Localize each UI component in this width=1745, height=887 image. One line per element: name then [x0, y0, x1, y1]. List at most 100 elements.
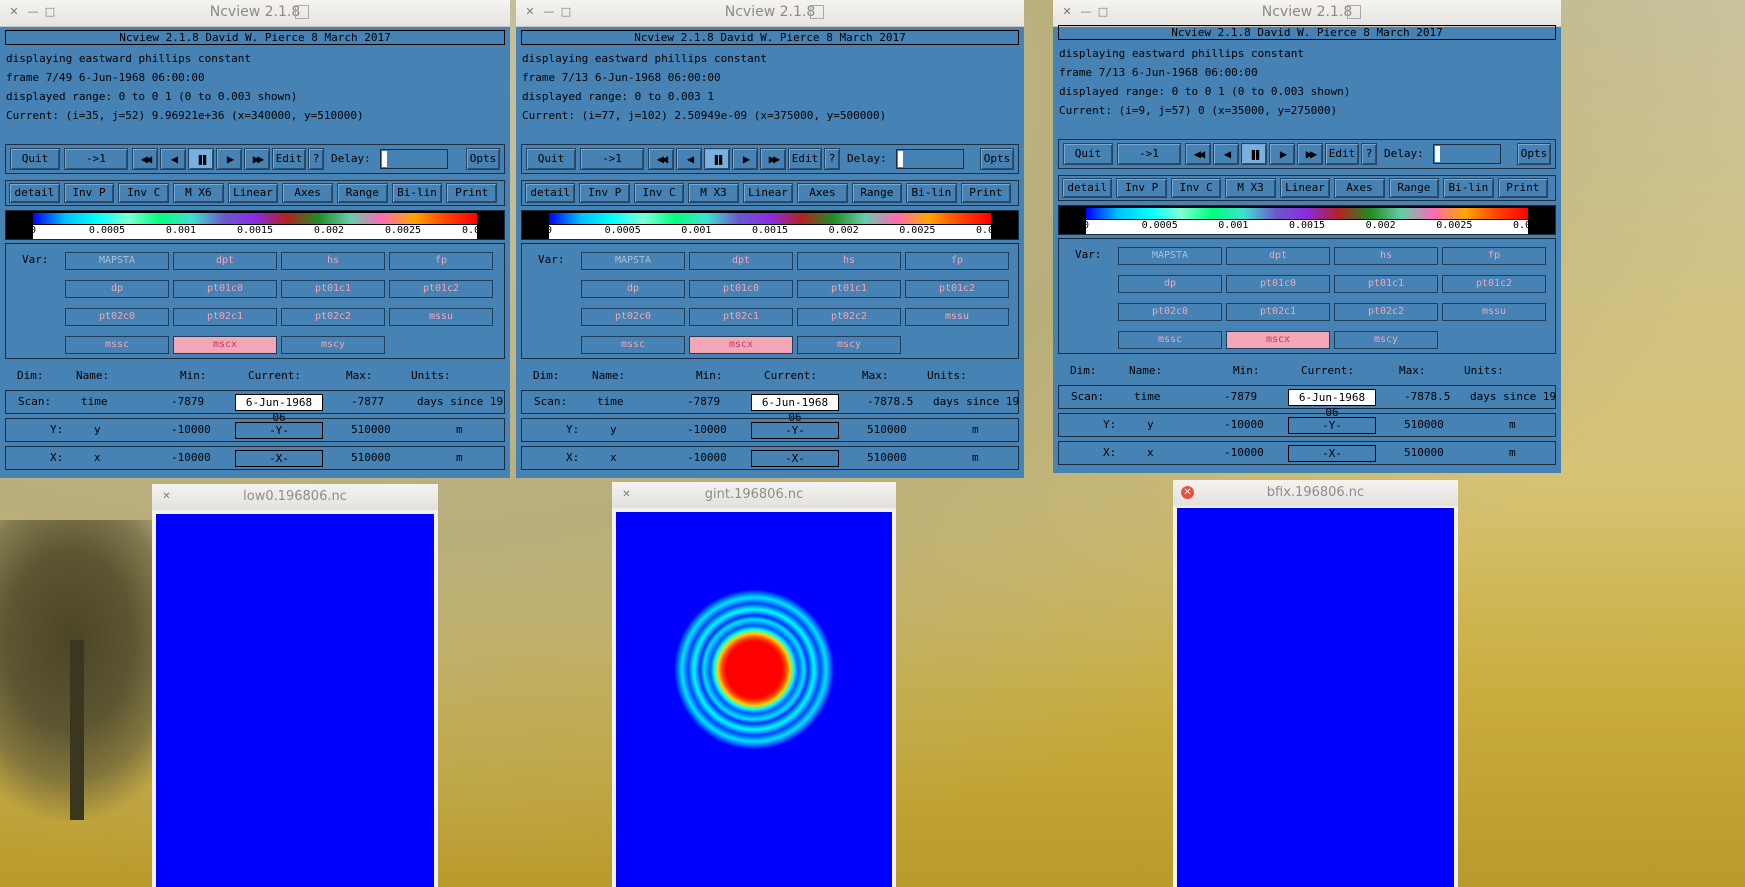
print-button[interactable]: Print	[446, 183, 497, 203]
var-button-pt02c2[interactable]: pt02c2	[797, 308, 901, 326]
help-button[interactable]: ?	[308, 148, 324, 170]
var-button-pt01c0[interactable]: pt01c0	[689, 280, 793, 298]
rewind-button[interactable]: ◀◀	[1185, 143, 1211, 165]
opts-button[interactable]: Opts	[1517, 143, 1551, 165]
var-button-mscx[interactable]: mscx	[173, 336, 277, 354]
var-button-mssu[interactable]: mssu	[905, 308, 1009, 326]
quit-button[interactable]: Quit	[10, 148, 60, 170]
pause-button[interactable]: ❚❚	[1241, 143, 1267, 165]
step-back-button[interactable]: ◀	[1213, 143, 1239, 165]
var-button-mssu[interactable]: mssu	[389, 308, 493, 326]
first-frame-button[interactable]: ->1	[64, 148, 128, 170]
pause-button[interactable]: ❚❚	[188, 148, 214, 170]
var-button-mssc[interactable]: mssc	[581, 336, 685, 354]
bi-lin-button[interactable]: Bi-lin	[391, 183, 443, 203]
inv-c-button[interactable]: Inv C	[1170, 178, 1222, 198]
close-icon[interactable]: ✕	[525, 5, 535, 18]
delay-slider[interactable]	[896, 149, 964, 169]
bi-lin-button[interactable]: Bi-lin	[906, 183, 957, 203]
var-button-mssc[interactable]: mssc	[1118, 331, 1222, 349]
axes-button[interactable]: Axes	[1334, 178, 1385, 198]
var-button-pt02c0[interactable]: pt02c0	[581, 308, 685, 326]
range-button[interactable]: Range	[337, 183, 388, 203]
rewind-button[interactable]: ◀◀	[132, 148, 158, 170]
var-button-pt01c0[interactable]: pt01c0	[1226, 275, 1330, 293]
step-forward-button[interactable]: ▶	[732, 148, 758, 170]
var-button-dp[interactable]: dp	[65, 280, 169, 298]
magnify-button[interactable]: M X3	[1225, 178, 1276, 198]
axes-button[interactable]: Axes	[797, 183, 848, 203]
var-button-pt02c2[interactable]: pt02c2	[281, 308, 385, 326]
var-button-dp[interactable]: dp	[581, 280, 685, 298]
step-forward-button[interactable]: ▶	[1269, 143, 1295, 165]
var-button-mscy[interactable]: mscy	[281, 336, 385, 354]
minimize-icon[interactable]: —	[1080, 5, 1092, 18]
delay-slider[interactable]	[1433, 144, 1501, 164]
range-button[interactable]: Range	[1388, 178, 1440, 198]
var-button-pt02c1[interactable]: pt02c1	[689, 308, 793, 326]
help-button[interactable]: ?	[1361, 143, 1377, 165]
minimize-icon[interactable]: —	[27, 5, 39, 18]
inv-p-button[interactable]: Inv P	[1116, 178, 1167, 198]
var-button-dpt[interactable]: dpt	[173, 252, 277, 270]
var-button-mscx[interactable]: mscx	[1226, 331, 1330, 349]
delay-slider[interactable]	[380, 149, 448, 169]
first-frame-button[interactable]: ->1	[580, 148, 644, 170]
minimize-icon[interactable]: —	[543, 5, 555, 18]
dim-current-field[interactable]: 6-Jun-1968 06	[235, 394, 323, 424]
var-button-pt01c1[interactable]: pt01c1	[1334, 275, 1438, 293]
detail-button[interactable]: detail	[1062, 178, 1113, 198]
dim-current-field[interactable]: -X-	[235, 450, 323, 467]
dim-current-field[interactable]: -Y-	[235, 422, 323, 439]
magnify-button[interactable]: M X6	[173, 183, 224, 203]
bi-lin-button[interactable]: Bi-lin	[1443, 178, 1494, 198]
close-icon[interactable]: ✕	[622, 489, 631, 500]
var-button-pt01c2[interactable]: pt01c2	[905, 280, 1009, 298]
opts-button[interactable]: Opts	[980, 148, 1014, 170]
var-button-mscx[interactable]: mscx	[689, 336, 793, 354]
fast-forward-button[interactable]: ▶▶	[760, 148, 786, 170]
dim-current-field[interactable]: -X-	[751, 450, 839, 467]
linear-button[interactable]: Linear	[1279, 178, 1331, 198]
close-icon[interactable]: ✕	[1181, 486, 1194, 499]
help-button[interactable]: ?	[824, 148, 840, 170]
dim-current-field[interactable]: 6-Jun-1968 06	[751, 394, 839, 424]
var-button-mscy[interactable]: mscy	[1334, 331, 1438, 349]
dim-current-field[interactable]: -Y-	[1288, 417, 1376, 434]
field-canvas[interactable]	[1177, 508, 1454, 887]
var-button-pt01c2[interactable]: pt01c2	[389, 280, 493, 298]
var-button-pt01c1[interactable]: pt01c1	[797, 280, 901, 298]
inv-p-button[interactable]: Inv P	[579, 183, 630, 203]
linear-button[interactable]: Linear	[227, 183, 279, 203]
edit-button[interactable]: Edit	[1325, 143, 1359, 165]
edit-button[interactable]: Edit	[788, 148, 822, 170]
close-icon[interactable]: ✕	[9, 5, 19, 18]
maximize-icon[interactable]: □	[560, 5, 572, 18]
field-canvas-with-feature[interactable]	[616, 512, 892, 887]
step-back-button[interactable]: ◀	[160, 148, 186, 170]
inv-c-button[interactable]: Inv C	[118, 183, 169, 203]
detail-button[interactable]: detail	[525, 183, 576, 203]
print-button[interactable]: Print	[1497, 178, 1548, 198]
edit-button[interactable]: Edit	[272, 148, 306, 170]
var-button-mssu[interactable]: mssu	[1442, 303, 1546, 321]
fast-forward-button[interactable]: ▶▶	[1297, 143, 1323, 165]
var-button-mapsta[interactable]: MAPSTA	[581, 252, 685, 270]
title-bar[interactable]: ✕ — □ Ncview 2.1.8	[516, 0, 1024, 27]
step-forward-button[interactable]: ▶	[216, 148, 242, 170]
var-button-pt01c2[interactable]: pt01c2	[1442, 275, 1546, 293]
title-bar[interactable]: ✕ — □ Ncview 2.1.8	[1053, 0, 1561, 27]
dim-current-field[interactable]: 6-Jun-1968 06	[1288, 389, 1376, 419]
var-button-mssc[interactable]: mssc	[65, 336, 169, 354]
detail-button[interactable]: detail	[9, 183, 60, 203]
var-button-mapsta[interactable]: MAPSTA	[65, 252, 169, 270]
var-button-fp[interactable]: fp	[905, 252, 1009, 270]
maximize-icon[interactable]: □	[1097, 5, 1109, 18]
image-title-bar[interactable]: ✕ low0.196806.nc	[152, 484, 438, 510]
var-button-mscy[interactable]: mscy	[797, 336, 901, 354]
var-button-pt02c2[interactable]: pt02c2	[1334, 303, 1438, 321]
var-button-fp[interactable]: fp	[389, 252, 493, 270]
var-button-dpt[interactable]: dpt	[689, 252, 793, 270]
pause-button[interactable]: ❚❚	[704, 148, 730, 170]
var-button-hs[interactable]: hs	[797, 252, 901, 270]
